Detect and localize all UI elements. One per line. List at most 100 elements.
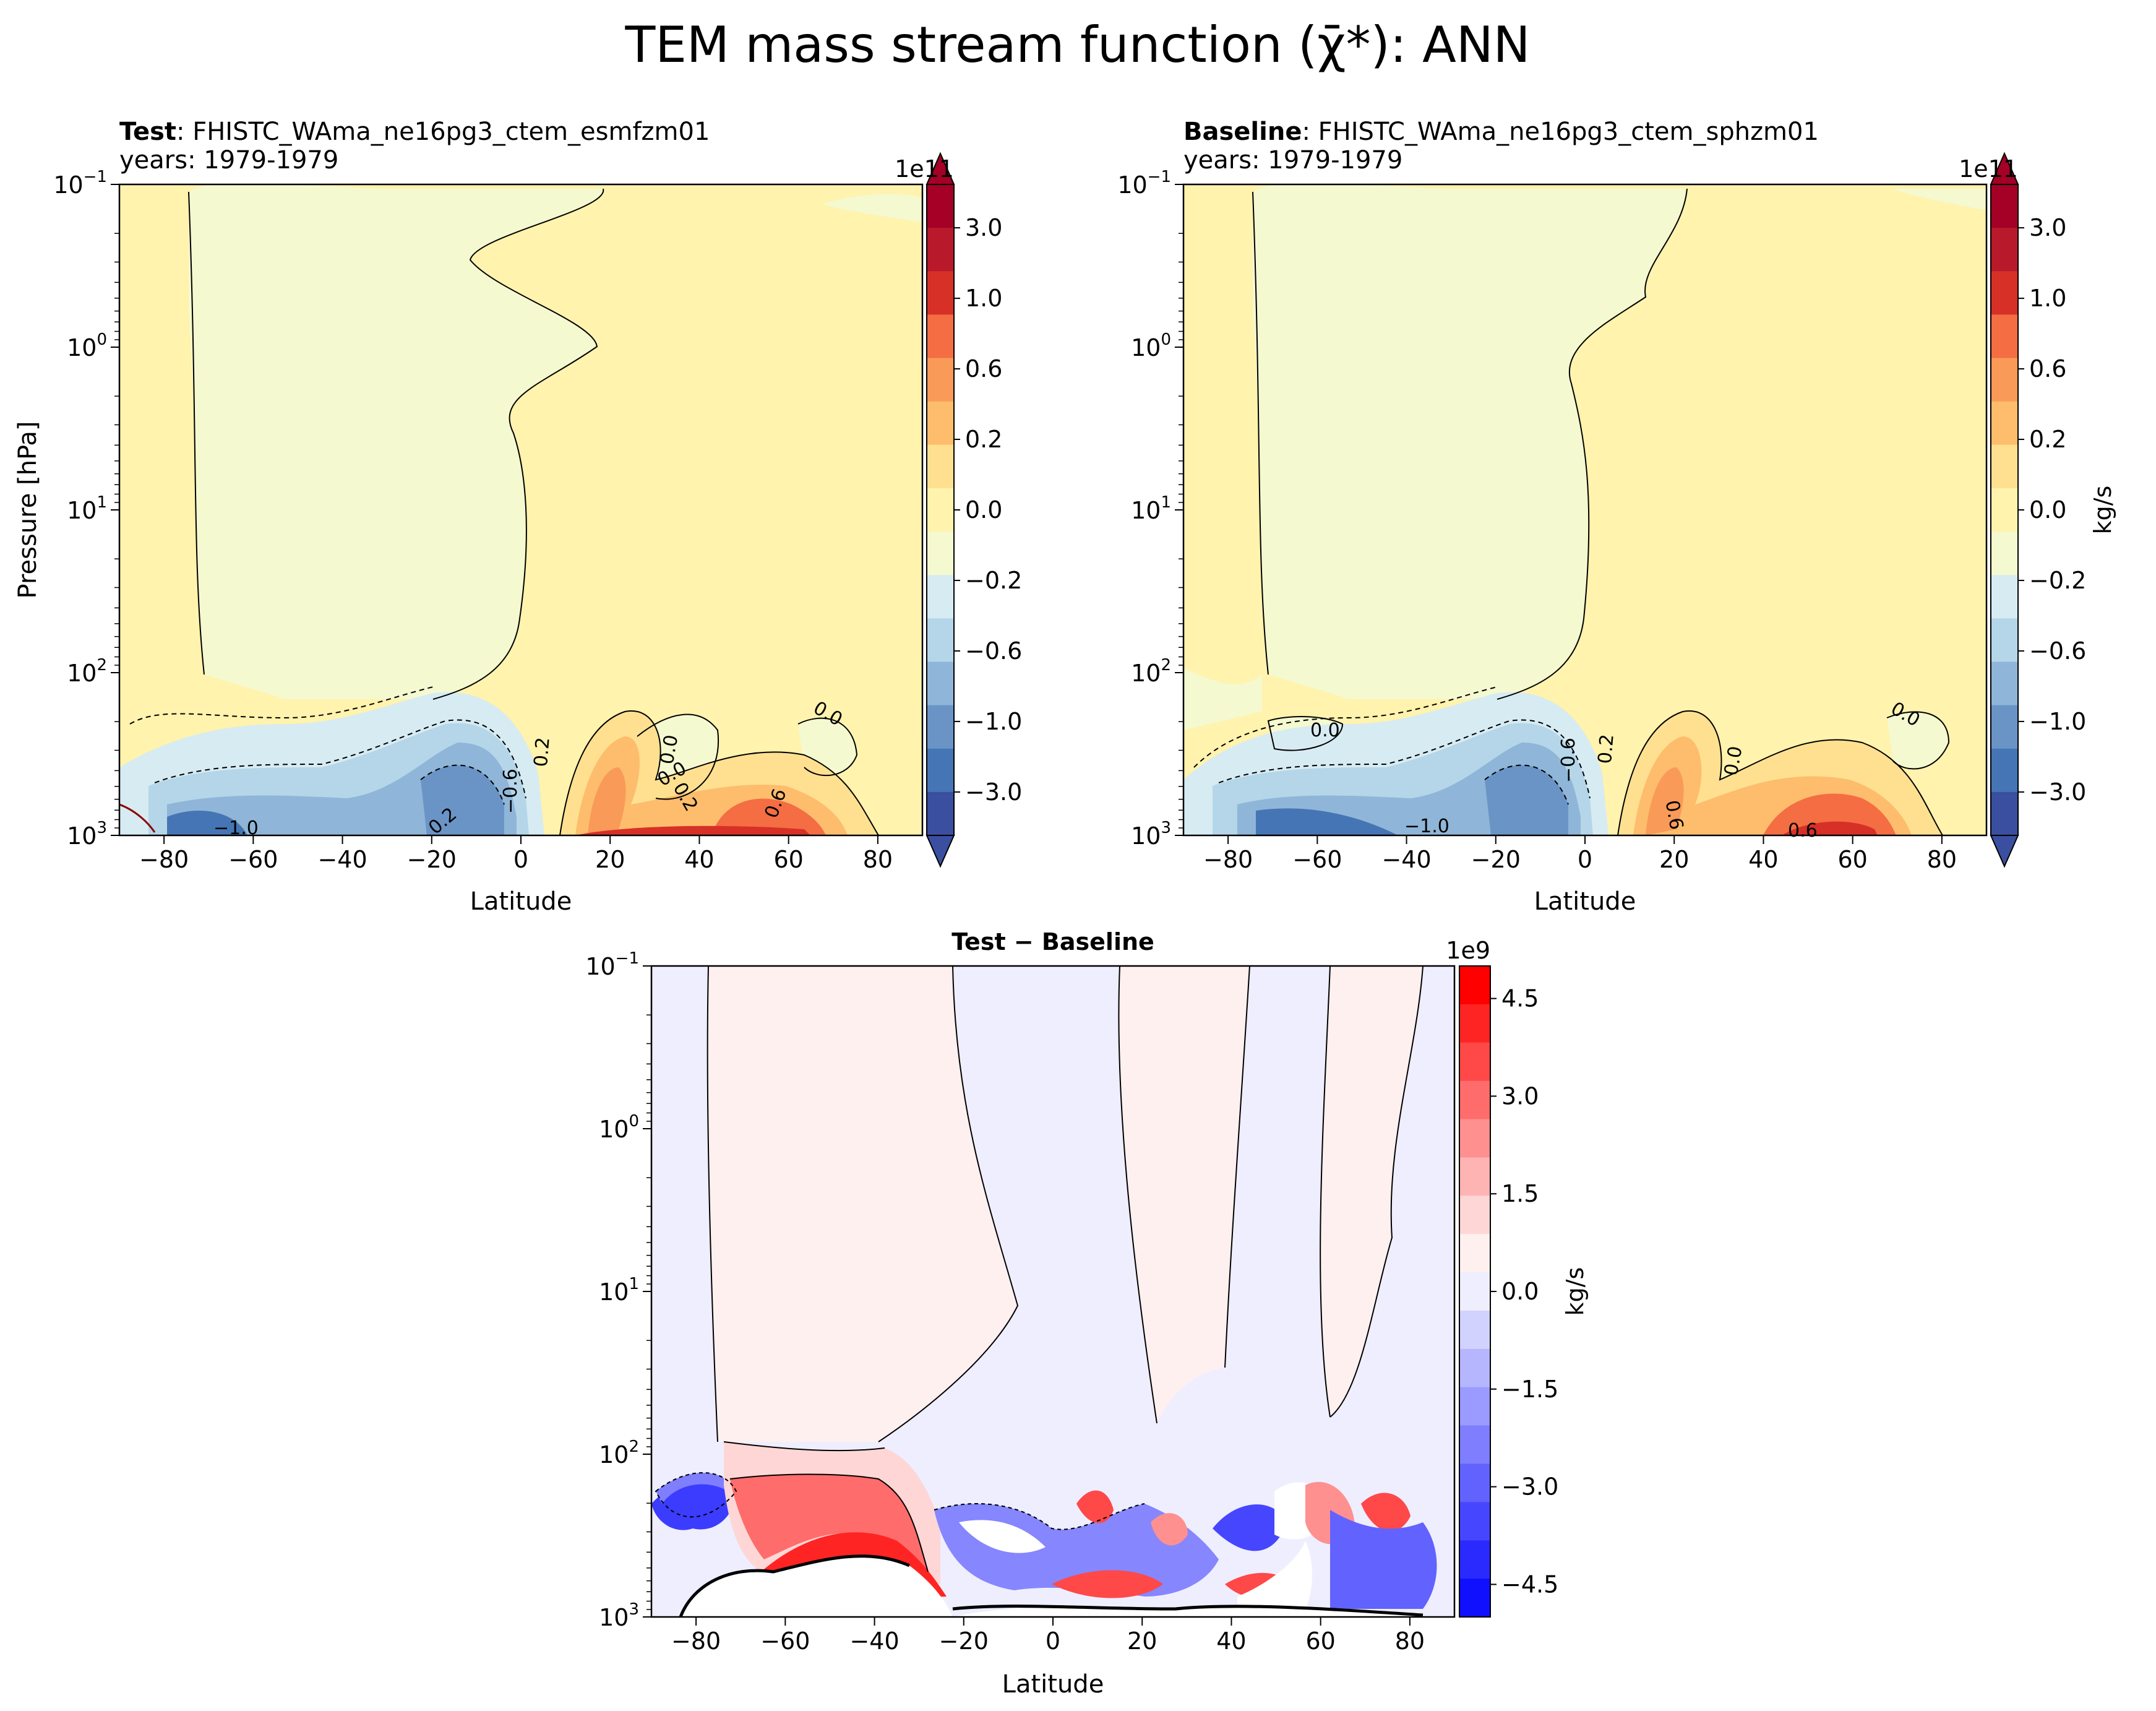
x-tick-label: 0 (513, 846, 528, 873)
colorbar-segment (1459, 1425, 1490, 1465)
colorbar-segment (927, 358, 954, 402)
colorbar-segment (1991, 575, 2018, 619)
colorbar-tick-label: 3.0 (1501, 1082, 1539, 1110)
colorbar-tick-label: 0.0 (2029, 496, 2066, 524)
colorbar-segment (1459, 1387, 1490, 1426)
panel-baseline-colorbar: 3.0 1.0 0.6 0.2 0.0 −0.2 −0.6 −1.0 −3.0 1e11 kg/s (1959, 152, 2116, 868)
svg-text:Test: FHISTC_WAma_ne16pg3_ctem: Test: FHISTC_WAma_ne16pg3_ctem_esmfzm01 (119, 118, 710, 146)
colorbar-segment (1991, 444, 2018, 489)
colorbar-segment (1991, 705, 2018, 749)
colorbar-tick-label: −3.0 (1501, 1473, 1558, 1501)
colorbar-segment (927, 791, 954, 836)
x-tick-label: 40 (1748, 846, 1778, 873)
x-tick-label: 80 (1395, 1627, 1425, 1655)
x-tick-label: 0 (1578, 846, 1592, 873)
colorbar-segment (1991, 184, 2018, 228)
figure-title: TEM mass stream function (χ̄*): ANN (624, 16, 1530, 74)
svg-text:Baseline: FHISTC_WAma_ne16pg3_: Baseline: FHISTC_WAma_ne16pg3_ctem_sphzm… (1183, 118, 1819, 146)
x-tick-label: −20 (939, 1627, 989, 1655)
colorbar-segment (1459, 1463, 1490, 1502)
colorbar-segment (1991, 488, 2018, 532)
y-tick-label: 102 (599, 1437, 639, 1468)
x-tick-label: 60 (1837, 846, 1867, 873)
colorbar-tick-label: 0.2 (965, 426, 1002, 453)
x-tick-label: −80 (139, 846, 189, 873)
colorbar-segment (1459, 1579, 1490, 1618)
colorbar-segment (1991, 791, 2018, 836)
colorbar-tick-label: −0.2 (2029, 567, 2086, 594)
colorbar-segment (1459, 1272, 1490, 1311)
colorbar-tick-label: 3.0 (965, 214, 1002, 241)
panel-test-ylabel: Pressure [hPa] (14, 421, 42, 599)
panel-baseline-label-bold: Baseline (1183, 118, 1302, 146)
panel-baseline-label-rest: : FHISTC_WAma_ne16pg3_ctem_sphzm01 (1302, 118, 1818, 146)
y-tick-label: 100 (599, 1112, 639, 1143)
colorbar-tick-label: −0.6 (965, 637, 1022, 665)
colorbar-segment (1459, 1119, 1490, 1158)
x-tick-label: 20 (1127, 1627, 1157, 1655)
colorbar-segment (1991, 358, 2018, 402)
colorbar-tick-label: 0.6 (965, 355, 1002, 382)
colorbar-segment (1991, 618, 2018, 663)
colorbar-segment (927, 444, 954, 489)
y-tick-label: 10−1 (585, 949, 639, 980)
colorbar-tick-label: 0.2 (2029, 426, 2066, 453)
x-tick-label: 60 (1305, 1627, 1335, 1655)
colorbar-tick-label: −1.0 (965, 708, 1022, 735)
colorbar-segment (927, 532, 954, 575)
colorbar-tick-label: −0.6 (2029, 637, 2086, 665)
colorbar-segment (1459, 966, 1490, 1005)
colorbar-segment (927, 314, 954, 359)
colorbar-segment (1459, 1004, 1490, 1043)
colorbar-tick-label: 0.0 (965, 496, 1002, 524)
colorbar-segment (927, 488, 954, 532)
panel-difference-field (651, 966, 1454, 1617)
x-tick-label: 80 (863, 846, 893, 873)
y-tick-label: 102 (67, 656, 107, 687)
panel-test-years: years: 1979-1979 (119, 146, 338, 175)
contour-label: 0.0 (1720, 744, 1747, 777)
colorbar-segment (927, 705, 954, 749)
colorbar-extend-max (1990, 152, 2019, 185)
y-tick-label: 103 (67, 819, 107, 850)
colorbar-tick-label: 1.5 (1501, 1180, 1539, 1207)
x-tick-label: 40 (1216, 1627, 1246, 1655)
colorbar-tick-label: −3.0 (2029, 778, 2086, 806)
colorbar-multiplier: 1e11 (895, 155, 954, 183)
y-tick-label: 100 (67, 330, 107, 361)
colorbar-segment (1991, 401, 2018, 446)
contour-label: 0.2 (530, 736, 554, 768)
panel-baseline-xlabel: Latitude (1534, 887, 1636, 916)
colorbar-tick-label: −3.0 (965, 778, 1022, 806)
y-tick-label: 101 (67, 493, 107, 524)
colorbar-tick-label: 3.0 (2029, 214, 2066, 241)
x-tick-label: −40 (1381, 846, 1431, 873)
x-tick-label: −80 (1203, 846, 1253, 873)
colorbar-tick-label: −1.0 (2029, 708, 2086, 735)
colorbar-segment (1991, 532, 2018, 575)
contour-label: 0.0 (656, 733, 683, 766)
contour-label: 0.6 (1788, 820, 1818, 842)
panel-baseline: Baseline: FHISTC_WAma_ne16pg3_ctem_sphzm… (1117, 118, 2116, 916)
y-tick-label: 100 (1131, 330, 1171, 361)
colorbar-extend-min (1990, 835, 2019, 868)
y-tick-label: 103 (1131, 819, 1171, 850)
colorbar-segment (1991, 314, 2018, 359)
y-tick-label: 101 (1131, 493, 1171, 524)
colorbar-segment (1459, 1042, 1490, 1082)
x-tick-label: −20 (407, 846, 457, 873)
x-tick-label: 20 (595, 846, 625, 873)
panel-difference-xlabel: Latitude (1002, 1670, 1104, 1699)
x-tick-label: 20 (1659, 846, 1689, 873)
colorbar-segment (927, 401, 954, 446)
x-tick-label: −60 (760, 1627, 810, 1655)
contour-label: −0.6 (1558, 738, 1579, 783)
x-tick-label: −20 (1471, 846, 1521, 873)
y-tick-label: 10−1 (1117, 168, 1171, 199)
colorbar-segment (1459, 1540, 1490, 1579)
contour-label: −1.0 (1404, 816, 1450, 837)
colorbar-segment (927, 618, 954, 663)
colorbar-segment (1459, 1348, 1490, 1388)
x-tick-label: 80 (1927, 846, 1957, 873)
